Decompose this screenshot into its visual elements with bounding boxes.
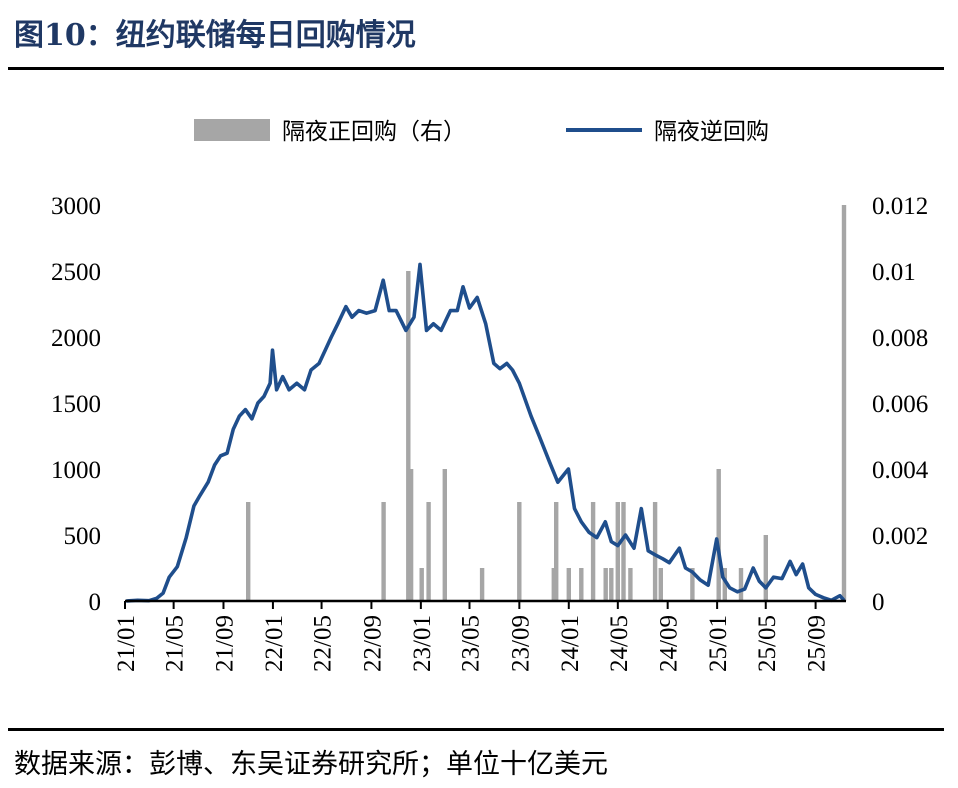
- right-tick-label: 0.012: [872, 193, 928, 220]
- repo-bar: [615, 502, 620, 601]
- repo-bar: [566, 568, 571, 601]
- repo-bar: [442, 469, 447, 601]
- x-tick-label: 21/09: [211, 615, 238, 672]
- reverse-repo-line: [126, 262, 846, 603]
- x-tick-label: 24/09: [656, 615, 683, 672]
- right-tick-label: 0.004: [872, 457, 929, 484]
- x-tick-label: 25/09: [804, 615, 831, 672]
- left-tick-label: 2500: [51, 259, 101, 286]
- repo-bar: [579, 568, 584, 601]
- repo-bar: [419, 568, 424, 601]
- repo-bar: [426, 502, 431, 601]
- legend: 隔夜正回购（右） 隔夜逆回购: [194, 119, 769, 145]
- repo-bar: [246, 502, 251, 601]
- right-tick-label: 0.008: [872, 325, 928, 352]
- repo-bar: [479, 568, 485, 601]
- repo-bar: [658, 568, 663, 601]
- repo-bar: [609, 568, 614, 601]
- legend-line-label: 隔夜逆回购: [654, 119, 769, 145]
- bar-series: [246, 205, 847, 601]
- legend-bar-label: 隔夜正回购（右）: [282, 119, 466, 145]
- repo-bar: [590, 502, 596, 601]
- right-tick-label: 0.006: [872, 391, 928, 418]
- right-tick-label: 0.002: [872, 523, 928, 550]
- x-tick-label: 22/05: [310, 615, 337, 672]
- right-tick-label: 0: [872, 589, 885, 616]
- x-ticks: 21/01 21/05 21/09 22/01 22/05 22/09 23/01 23/05…: [113, 601, 831, 672]
- x-tick-label: 23/01: [409, 615, 436, 672]
- source-note: 数据来源：彭博、东吴证券研究所；单位十亿美元: [14, 749, 608, 780]
- repo-bar: [628, 568, 633, 601]
- right-tick-label: 0.01: [872, 259, 916, 286]
- left-tick-label: 1000: [51, 457, 101, 484]
- repo-bar: [551, 568, 556, 601]
- x-tick-label: 25/01: [705, 615, 732, 672]
- top-rule: [8, 67, 944, 70]
- x-tick-label: 22/01: [261, 615, 288, 672]
- x-tick-label: 22/09: [359, 615, 386, 672]
- x-tick-label: 21/01: [113, 615, 140, 672]
- repo-bar: [652, 502, 658, 601]
- left-axis-ticks: 0 500 1000 1500 2000 2500 3000: [51, 193, 101, 616]
- repo-bar: [841, 205, 847, 601]
- x-tick-label: 24/05: [606, 615, 633, 672]
- repo-bar: [408, 469, 414, 601]
- repo-bar: [738, 568, 744, 601]
- left-tick-label: 2000: [51, 325, 101, 352]
- repo-bar: [621, 502, 626, 601]
- left-tick-label: 3000: [51, 193, 101, 220]
- x-tick-label: 23/09: [507, 615, 534, 672]
- left-tick-label: 1500: [51, 391, 101, 418]
- repo-bar: [690, 568, 695, 601]
- legend-bar-swatch: [194, 119, 270, 141]
- left-tick-label: 0: [89, 589, 102, 616]
- x-tick-label: 23/05: [457, 615, 484, 672]
- repo-bar: [517, 502, 522, 601]
- repo-bar: [716, 469, 721, 601]
- x-tick-label: 21/05: [162, 615, 189, 672]
- left-tick-label: 500: [64, 523, 102, 550]
- repo-bar: [603, 568, 608, 601]
- repo-bar: [763, 535, 768, 601]
- x-tick-label: 25/05: [754, 615, 781, 672]
- repo-bar: [554, 502, 559, 601]
- repo-bar: [406, 271, 411, 601]
- right-axis-ticks: 0 0.002 0.004 0.006 0.008 0.01 0.012: [872, 193, 929, 616]
- repo-bar: [722, 568, 727, 601]
- repo-bar: [381, 502, 386, 601]
- bottom-rule: [8, 728, 944, 731]
- figure-title: 图10：纽约联储每日回购情况: [14, 18, 416, 53]
- x-tick-label: 24/01: [557, 615, 584, 672]
